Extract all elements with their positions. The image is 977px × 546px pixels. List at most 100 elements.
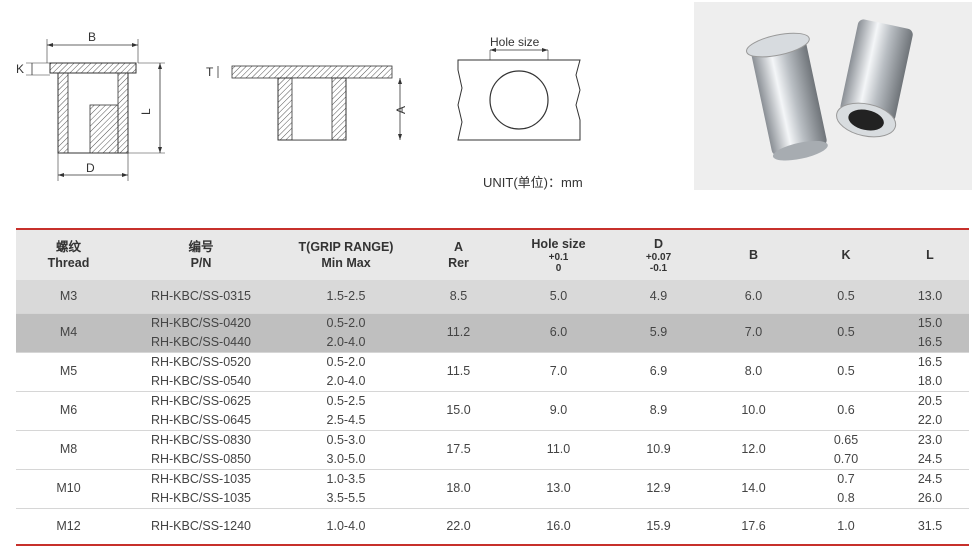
cell-t: 1.0-4.0 [281, 508, 411, 545]
header-text: 编号 [188, 240, 214, 254]
cell-text: 0.6 [837, 403, 855, 417]
cell-text: 17.5 [446, 442, 471, 456]
cell-thread: M10 [16, 469, 121, 508]
table-row: M6 RH-KBC/SS-0625 RH-KBC/SS-0645 0.5-2.5 2.5… [16, 391, 969, 430]
cell-pn: RH-KBC/SS-1240 [121, 508, 281, 545]
header-text: A [453, 240, 464, 254]
cell-text: 2.0-4.0 [326, 334, 366, 349]
table-row: M3 RH-KBC/SS-0315 1.5-2.5 8.5 5.0 4.9 6.0 0.5 13… [16, 280, 969, 313]
cell-k: 0.5 [801, 352, 891, 391]
cell-text: M8 [59, 442, 78, 456]
cell-pn: RH-KBC/SS-0625 RH-KBC/SS-0645 [121, 391, 281, 430]
cell-hole: 6.0 [506, 313, 611, 352]
cell-b: 7.0 [706, 313, 801, 352]
cell-text: RH-KBC/SS-1240 [150, 518, 252, 533]
cell-text: 16.5 [917, 334, 943, 349]
cell-d: 6.9 [611, 352, 706, 391]
cell-text: 16.5 [917, 354, 943, 369]
cell-text: 11.2 [446, 325, 471, 339]
header-text: 0 [555, 263, 562, 274]
cell-text: RH-KBC/SS-0420 [150, 315, 252, 330]
cell-l: 20.5 22.0 [891, 391, 969, 430]
table-row: M8 RH-KBC/SS-0830 RH-KBC/SS-0850 0.5-3.0 3.0… [16, 430, 969, 469]
cell-b: 8.0 [706, 352, 801, 391]
header-text: Min Max [321, 256, 371, 270]
cell-text: 12.0 [741, 442, 766, 456]
cell-text: 12.9 [646, 481, 671, 495]
cell-t: 0.5-2.5 2.5-4.5 [281, 391, 411, 430]
dim-t-label: T [206, 65, 214, 79]
cell-text: 22.0 [446, 518, 471, 533]
cell-l: 15.0 16.5 [891, 313, 969, 352]
cell-text: 11.5 [446, 364, 471, 378]
cell-a: 17.5 [411, 430, 506, 469]
cell-text: 5.0 [549, 288, 568, 303]
cell-thread: M5 [16, 352, 121, 391]
cell-text: 13.0 [917, 288, 943, 303]
cell-text: RH-KBC/SS-0850 [150, 451, 252, 466]
cell-text: 8.5 [449, 288, 468, 303]
cell-text: 18.0 [917, 373, 943, 388]
table-row: M4 RH-KBC/SS-0420 RH-KBC/SS-0440 0.5-2.0 2.0… [16, 313, 969, 352]
cell-d: 12.9 [611, 469, 706, 508]
cell-text: 0.5 [837, 325, 855, 339]
cell-pn: RH-KBC/SS-1035 RH-KBC/SS-1035 [121, 469, 281, 508]
cell-thread: M6 [16, 391, 121, 430]
watermark: J&KDESIGN 对稿，请勿商用！ [20, 434, 437, 464]
cell-text: 18.0 [446, 481, 471, 495]
table-row: M5 RH-KBC/SS-0520 RH-KBC/SS-0540 0.5-2.0 2.0… [16, 352, 969, 391]
cell-text: 14.0 [741, 481, 766, 495]
cell-thread: M12 [16, 508, 121, 545]
cell-text: 2.0-4.0 [326, 373, 366, 388]
cell-l: 16.5 18.0 [891, 352, 969, 391]
header-text: B [748, 248, 759, 262]
cell-a: 15.0 [411, 391, 506, 430]
header-text: Rer [448, 256, 469, 270]
header-text: K [841, 248, 851, 262]
cell-text: RH-KBC/SS-0520 [150, 354, 252, 369]
cell-text: M6 [59, 403, 78, 417]
column-header: B [706, 229, 801, 280]
cell-text: 0.5 [837, 288, 855, 303]
column-header: 编号 P/N [121, 229, 281, 280]
cell-text: 7.0 [744, 325, 763, 339]
column-header: L [891, 229, 969, 280]
table-row: M12 RH-KBC/SS-1240 1.0-4.0 22.0 16.0 15.9 17.6… [16, 508, 969, 545]
cell-a: 11.5 [411, 352, 506, 391]
cell-b: 6.0 [706, 280, 801, 313]
cell-b: 10.0 [706, 391, 801, 430]
cell-text: M10 [56, 481, 81, 495]
cell-text: 23.0 [917, 432, 943, 447]
cell-t: 1.5-2.5 [281, 280, 411, 313]
cell-d: 10.9 [611, 430, 706, 469]
cell-thread: M8 [16, 430, 121, 469]
cell-text: 20.5 [917, 393, 943, 408]
cell-k: 0.5 [801, 280, 891, 313]
cell-d: 8.9 [611, 391, 706, 430]
cell-l: 13.0 [891, 280, 969, 313]
cell-text: 10.9 [646, 442, 671, 456]
table-header-row: 螺纹 Thread 编号 P/N T(GRIP RANGE) Min Max A Rer Hol… [16, 229, 969, 280]
cell-text: 1.5-2.5 [326, 288, 366, 303]
installed-section-drawing: T A [206, 65, 408, 141]
cell-k: 0.6 [801, 391, 891, 430]
header-text: +0.07 [645, 252, 672, 263]
cell-text: 7.0 [549, 364, 568, 378]
column-header: Hole size +0.1 0 [506, 229, 611, 280]
cell-t: 1.0-3.5 3.5-5.5 [281, 469, 411, 508]
cell-text: 9.0 [549, 403, 568, 417]
cell-k: 0.7 0.8 [801, 469, 891, 508]
cell-d: 5.9 [611, 313, 706, 352]
cell-text: 0.5 [837, 364, 855, 378]
cell-hole: 11.0 [506, 430, 611, 469]
cell-text: 6.0 [744, 288, 763, 303]
table-body: M3 RH-KBC/SS-0315 1.5-2.5 8.5 5.0 4.9 6.0 0.5 13… [16, 280, 969, 545]
cell-text: RH-KBC/SS-1035 [150, 490, 252, 505]
cell-text: 0.5-2.0 [326, 354, 366, 369]
cell-text: 8.9 [649, 403, 668, 417]
spec-table: 螺纹 Thread 编号 P/N T(GRIP RANGE) Min Max A Rer Hol… [16, 228, 969, 546]
cell-a: 8.5 [411, 280, 506, 313]
cell-text: 15.9 [646, 518, 671, 533]
cell-text: 10.0 [741, 403, 766, 417]
column-header: A Rer [411, 229, 506, 280]
